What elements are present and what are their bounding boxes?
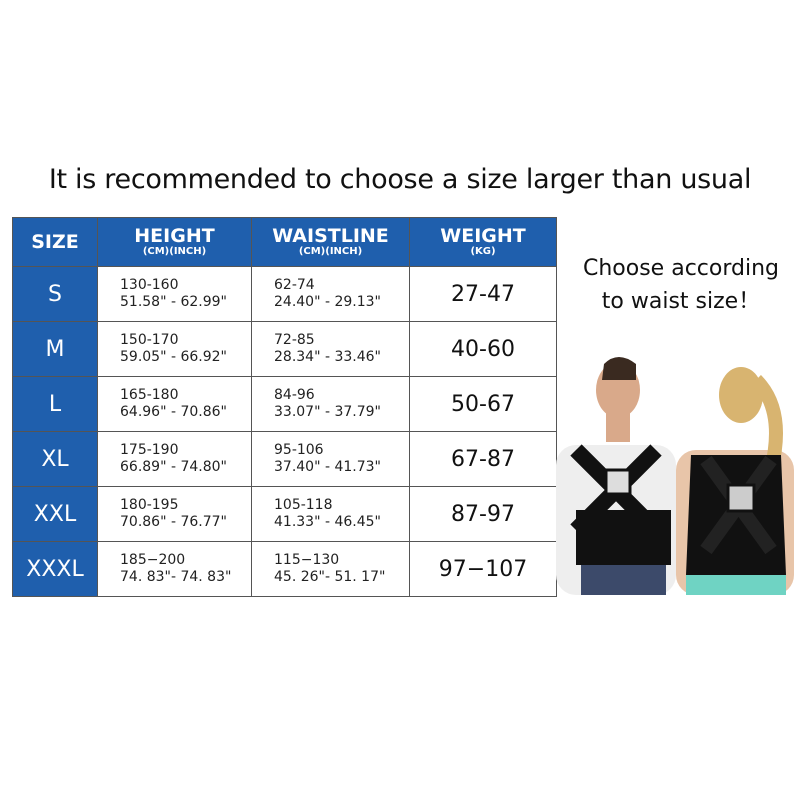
product-photo [556,357,794,595]
waist-cell: 62-74 24.40" - 29.13" [251,266,410,322]
waist-cm: 115−130 [274,552,340,568]
header-height: HEIGHT (CM)(INCH) [97,217,252,267]
header-sub: (CM)(INCH) [298,246,363,257]
waist-cell: 84-96 33.07" - 37.79" [251,376,410,432]
table-row: L 165-180 64.96" - 70.86" 84-96 33.07" - 37.… [12,376,557,432]
height-cm: 165-180 [120,387,179,403]
waist-inch: 28.34" - 33.46" [274,349,381,365]
size-cell: XL [12,431,98,487]
weight-cell: 97−107 [409,541,557,597]
header-sub: (KG) [470,246,496,257]
waist-inch: 41.33" - 46.45" [274,514,381,530]
weight-cell: 50-67 [409,376,557,432]
height-inch: 70.86" - 76.77" [120,514,227,530]
woman-figure [676,367,794,595]
waist-cell: 95-106 37.40" - 41.73" [251,431,410,487]
waist-inch: 37.40" - 41.73" [274,459,381,475]
height-inch: 74. 83"- 74. 83" [120,569,232,585]
man-figure [556,357,676,595]
height-cm: 185−200 [120,552,186,568]
header-size: SIZE [12,217,98,267]
height-cell: 150-170 59.05" - 66.92" [97,321,252,377]
waist-cm: 62-74 [274,277,315,293]
size-cell: XXL [12,486,98,542]
height-inch: 51.58" - 62.99" [120,294,227,310]
height-cm: 150-170 [120,332,179,348]
header-waistline: WAISTLINE (CM)(INCH) [251,217,410,267]
height-cell: 185−200 74. 83"- 74. 83" [97,541,252,597]
waist-inch: 24.40" - 29.13" [274,294,381,310]
table-row: XXL 180-195 70.86" - 76.77" 105-118 41.33" -… [12,486,557,542]
height-cell: 180-195 70.86" - 76.77" [97,486,252,542]
height-cm: 130-160 [120,277,179,293]
weight-cell: 27-47 [409,266,557,322]
height-inch: 66.89" - 74.80" [120,459,227,475]
header-weight: WEIGHT (KG) [409,217,557,267]
height-inch: 59.05" - 66.92" [120,349,227,365]
size-cell: L [12,376,98,432]
header-label: WEIGHT [440,225,526,247]
size-cell: M [12,321,98,377]
waist-cell: 72-85 28.34" - 33.46" [251,321,410,377]
size-chart-table: SIZE HEIGHT (CM)(INCH) WAISTLINE (CM)(INCH… [12,217,557,597]
waist-cm: 72-85 [274,332,315,348]
height-cell: 165-180 64.96" - 70.86" [97,376,252,432]
weight-cell: 40-60 [409,321,557,377]
waist-cm: 84-96 [274,387,315,403]
table-row: M 150-170 59.05" - 66.92" 72-85 28.34" - 33.… [12,321,557,377]
header-label: SIZE [31,231,79,253]
table-row: S 130-160 51.58" - 62.99" 62-74 24.40" - 29.… [12,266,557,322]
height-cm: 175-190 [120,442,179,458]
header-label: WAISTLINE [272,225,389,247]
size-cell: S [12,266,98,322]
waist-size-note: Choose according to waist size！ [566,252,796,318]
height-cm: 180-195 [120,497,179,513]
waist-inch: 33.07" - 37.79" [274,404,381,420]
height-cell: 130-160 51.58" - 62.99" [97,266,252,322]
waist-cell: 105-118 41.33" - 46.45" [251,486,410,542]
page-title: It is recommended to choose a size large… [48,164,752,195]
note-line: to waist size！ [601,289,761,314]
header-label: HEIGHT [134,225,215,247]
waist-inch: 45. 26"- 51. 17" [274,569,386,585]
table-header-row: SIZE HEIGHT (CM)(INCH) WAISTLINE (CM)(INCH… [12,217,557,267]
waist-cell: 115−130 45. 26"- 51. 17" [251,541,410,597]
height-cell: 175-190 66.89" - 74.80" [97,431,252,487]
table-row: XL 175-190 66.89" - 74.80" 95-106 37.40" - 4… [12,431,557,487]
waist-cm: 95-106 [274,442,324,458]
height-inch: 64.96" - 70.86" [120,404,227,420]
weight-cell: 87-97 [409,486,557,542]
weight-cell: 67-87 [409,431,557,487]
table-row: XXXL 185−200 74. 83"- 74. 83" 115−130 45. 26… [12,541,557,597]
size-cell: XXXL [12,541,98,597]
waist-cm: 105-118 [274,497,333,513]
header-sub: (CM)(INCH) [142,246,207,257]
note-line: Choose according [583,256,779,281]
